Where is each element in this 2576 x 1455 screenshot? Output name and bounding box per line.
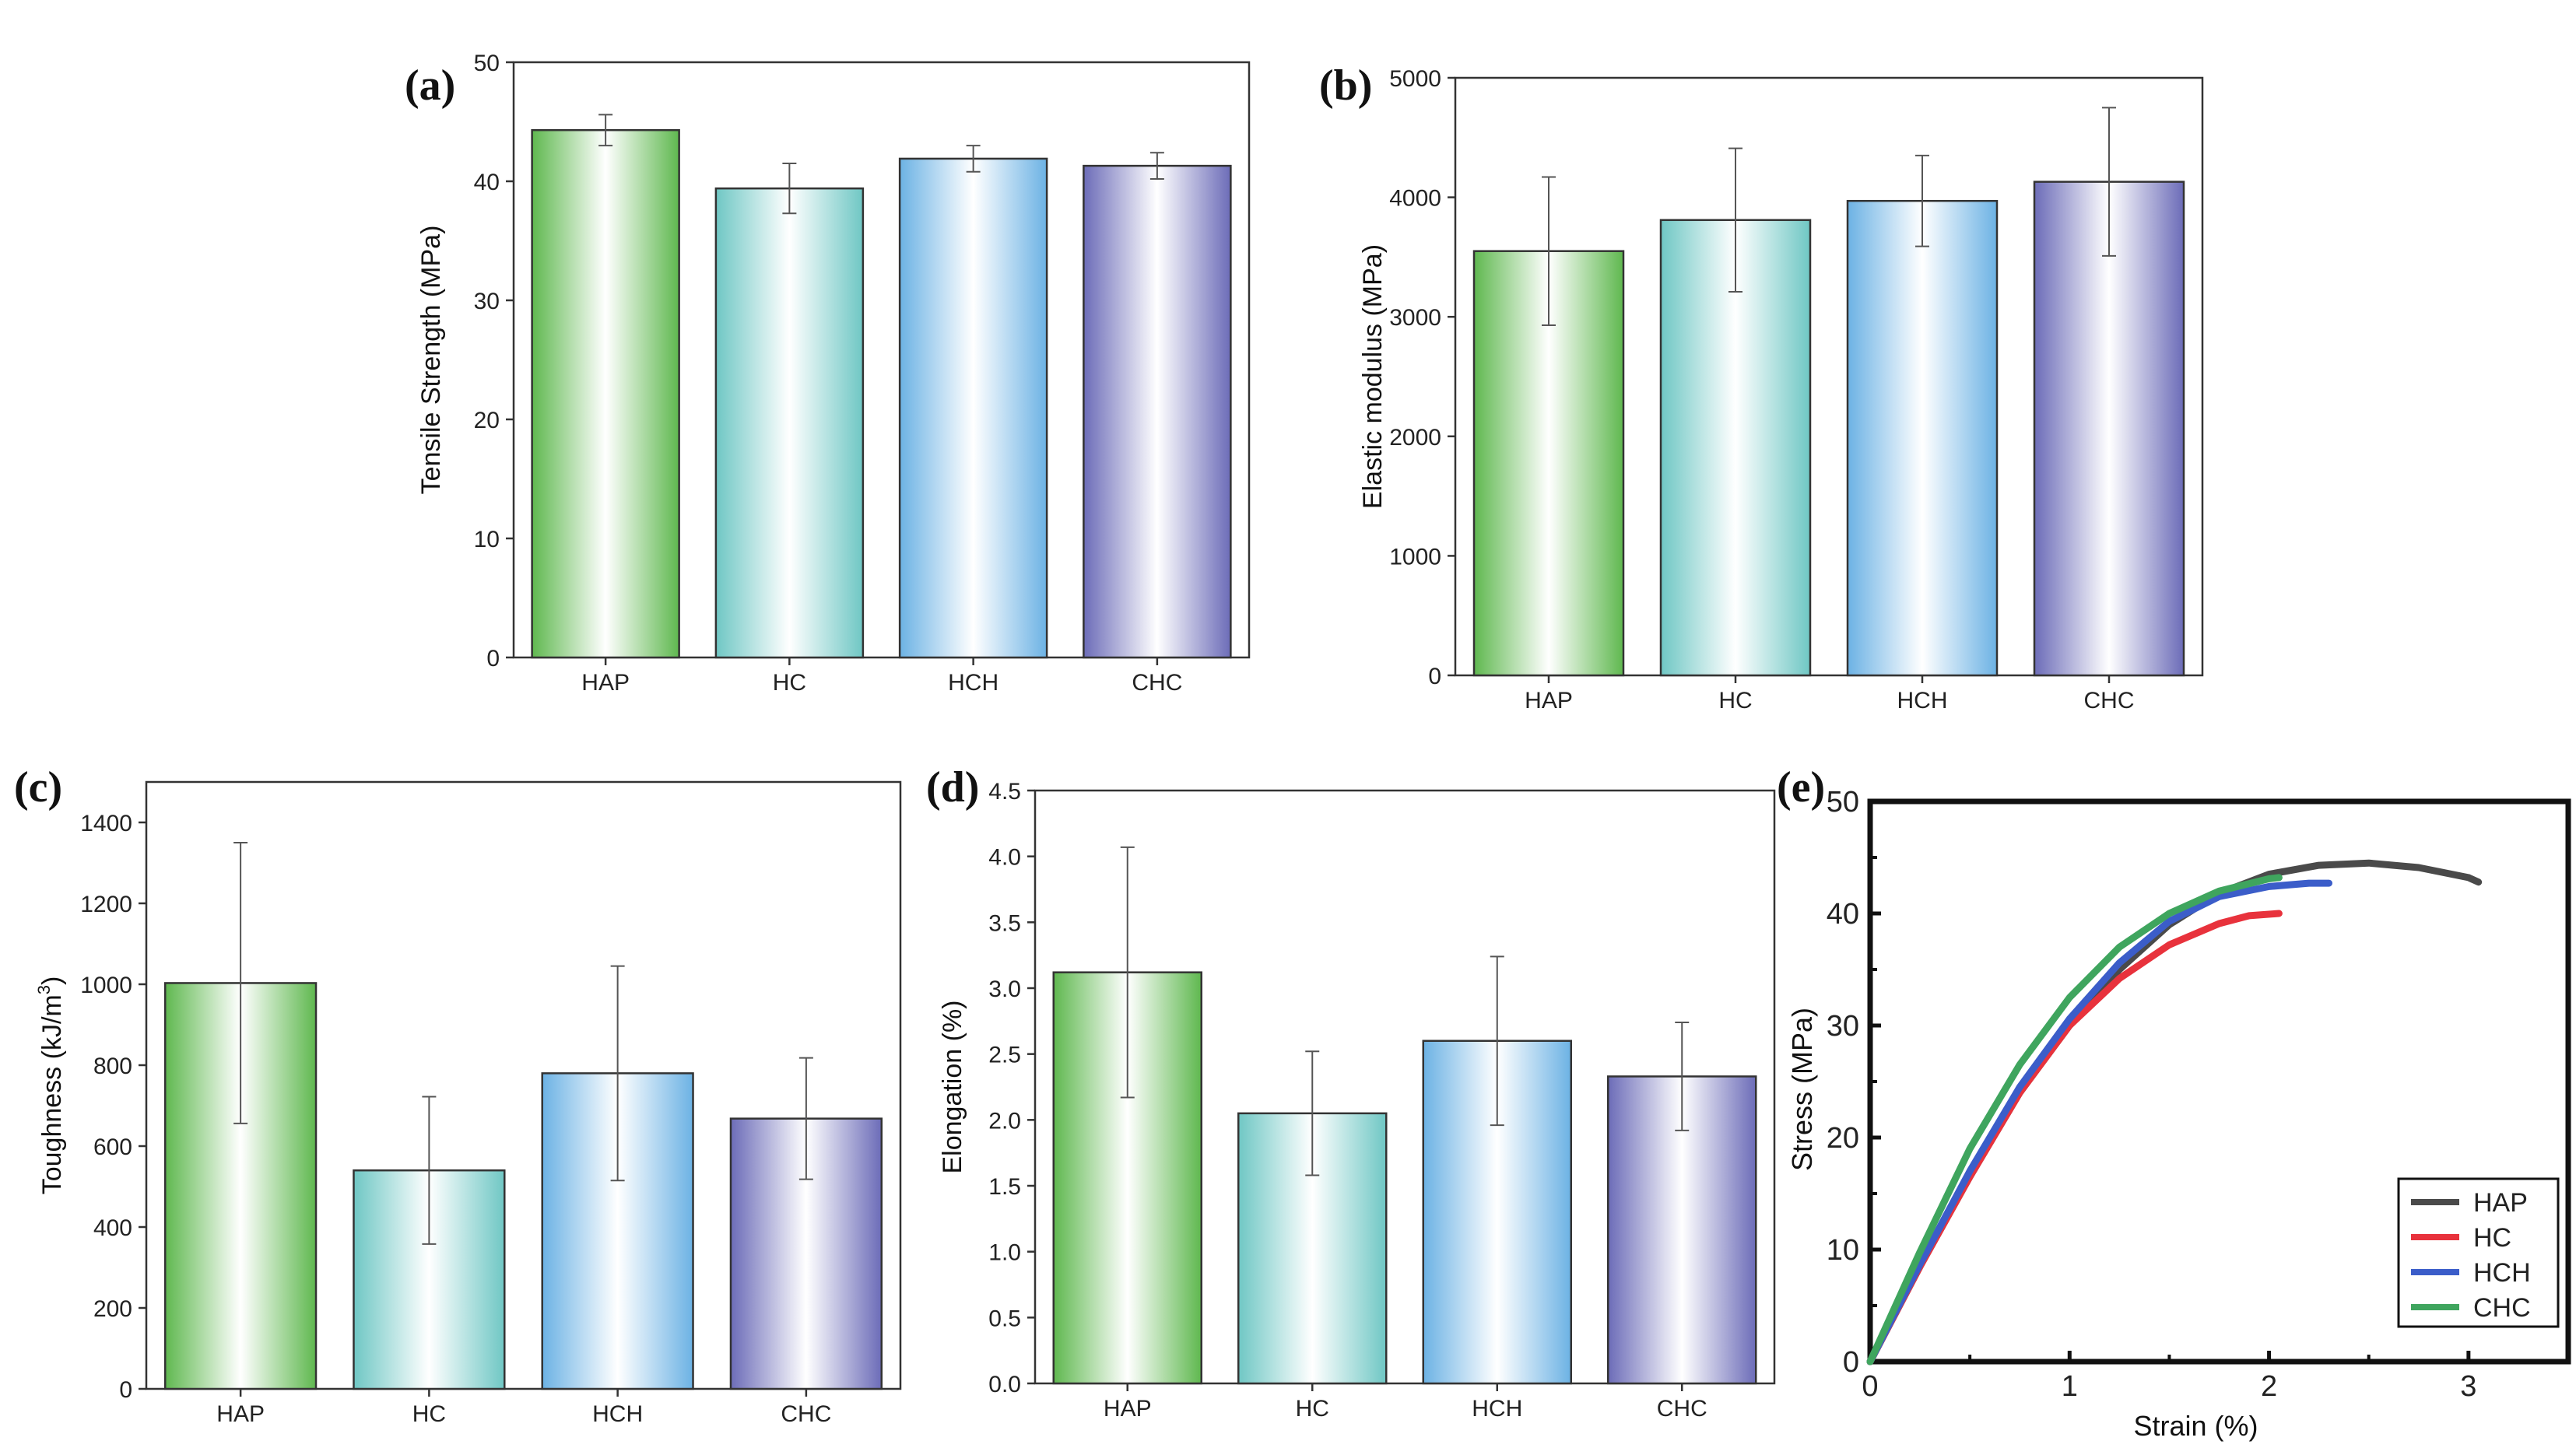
y-tick-label: 4000 bbox=[1389, 186, 1441, 212]
series-line-chc bbox=[1866, 874, 2283, 1366]
y-tick-label: 50 bbox=[474, 51, 500, 76]
bar-hch bbox=[1846, 199, 1999, 677]
x-tick-label-hch: HCH bbox=[1897, 688, 1948, 713]
y-tick-label: 0.5 bbox=[988, 1306, 1021, 1331]
y-axis-title: Toughness (kJ/m3) bbox=[34, 976, 67, 1195]
panel-label-a: (a) bbox=[405, 61, 455, 110]
legend-label-hc: HC bbox=[2473, 1223, 2511, 1253]
y-tick-label: 0 bbox=[486, 646, 500, 671]
x-tick-label: 0 bbox=[1862, 1370, 1878, 1403]
y-tick-label: 800 bbox=[93, 1054, 132, 1079]
x-tick-label-hch: HCH bbox=[948, 670, 998, 696]
x-tick-label-hap: HAP bbox=[1525, 688, 1573, 713]
y-tick-label: 2.0 bbox=[988, 1108, 1021, 1134]
plot-frame bbox=[145, 780, 902, 1390]
x-tick-label-hch: HCH bbox=[1472, 1396, 1522, 1422]
bar-hc bbox=[1659, 219, 1812, 677]
panel-label-c: (c) bbox=[14, 763, 62, 812]
panel-label-d: (d) bbox=[926, 763, 979, 812]
y-tick-label: 1400 bbox=[80, 811, 132, 836]
x-tick-label-chc: CHC bbox=[781, 1401, 831, 1427]
x-tick-label-chc: CHC bbox=[1132, 670, 1182, 696]
y-tick-label: 40 bbox=[1827, 898, 1859, 931]
y-tick-label: 30 bbox=[1827, 1010, 1859, 1043]
x-tick-label-hc: HC bbox=[412, 1401, 446, 1427]
x-axis-title: Strain (%) bbox=[2133, 1410, 2258, 1442]
y-axis-title: Stress (MPa) bbox=[1786, 1008, 1818, 1171]
x-tick-label-hc: HC bbox=[1718, 688, 1752, 713]
y-tick-label: 4.5 bbox=[988, 779, 1021, 805]
bar-hch bbox=[898, 157, 1048, 659]
x-tick-label-hap: HAP bbox=[1104, 1396, 1152, 1422]
x-tick-label-chc: CHC bbox=[1657, 1396, 1707, 1422]
panel-e: (e) 0 10 20 30 40 50 0 1 2 3 Strain (%) Stress (MPa)… bbox=[1777, 763, 2571, 1442]
y-tick-label: 40 bbox=[474, 170, 500, 195]
panel-label-b: (b) bbox=[1319, 61, 1372, 110]
plot-frame bbox=[1034, 789, 1776, 1385]
y-tick-label: 0 bbox=[1843, 1346, 1859, 1379]
y-tick-label: 400 bbox=[93, 1215, 132, 1241]
y-tick-label: 200 bbox=[93, 1296, 132, 1322]
y-tick-label: 3.5 bbox=[988, 910, 1021, 936]
legend-label-hch: HCH bbox=[2473, 1258, 2531, 1288]
y-tick-label: 1000 bbox=[1389, 544, 1441, 570]
x-tick-label: 2 bbox=[2261, 1370, 2277, 1403]
y-tick-label: 0.0 bbox=[988, 1372, 1021, 1397]
x-tick-label-hc: HC bbox=[1296, 1396, 1329, 1422]
y-axis-title: Elongation (%) bbox=[938, 1000, 967, 1173]
y-tick-label: 5000 bbox=[1389, 66, 1441, 92]
plot-frame bbox=[512, 61, 1251, 659]
y-tick-label: 3.0 bbox=[988, 976, 1021, 1002]
panel-label-e: (e) bbox=[1777, 763, 1825, 812]
y-tick-label: 1000 bbox=[80, 973, 132, 998]
y-tick-label: 600 bbox=[93, 1134, 132, 1160]
x-tick-label-hc: HC bbox=[773, 670, 806, 696]
series-line-hch bbox=[1866, 879, 2332, 1366]
y-tick-label: 4.0 bbox=[988, 845, 1021, 871]
y-tick-label: 50 bbox=[1827, 786, 1859, 819]
series-line-hc bbox=[1866, 910, 2283, 1366]
series-line-hap bbox=[1866, 859, 2483, 1366]
x-tick-label-chc: CHC bbox=[2084, 688, 2135, 713]
y-tick-label: 10 bbox=[474, 527, 500, 552]
bar-hap bbox=[531, 128, 680, 659]
legend-label-chc: CHC bbox=[2473, 1293, 2531, 1323]
y-tick-label: 0 bbox=[119, 1377, 132, 1403]
x-tick-label: 3 bbox=[2460, 1370, 2476, 1403]
bar-chc bbox=[2033, 181, 2185, 677]
y-tick-label: 3000 bbox=[1389, 305, 1441, 331]
y-tick-label: 20 bbox=[1827, 1122, 1859, 1155]
y-axis-title: Tensile Strength (MPa) bbox=[416, 226, 446, 495]
y-tick-label: 1200 bbox=[80, 892, 132, 917]
x-tick-label-hch: HCH bbox=[592, 1401, 643, 1427]
y-tick-label: 1.5 bbox=[988, 1174, 1021, 1200]
y-tick-label: 2000 bbox=[1389, 425, 1441, 451]
y-tick-label: 30 bbox=[474, 289, 500, 314]
x-tick-label-hap: HAP bbox=[581, 670, 630, 696]
y-tick-label: 10 bbox=[1827, 1234, 1859, 1267]
x-tick-label: 1 bbox=[2062, 1370, 2078, 1403]
x-tick-label-hap: HAP bbox=[216, 1401, 265, 1427]
bar-chc bbox=[1083, 164, 1232, 659]
plot-frame bbox=[1454, 76, 2204, 677]
y-tick-label: 2.5 bbox=[988, 1043, 1021, 1068]
bar-hc bbox=[714, 187, 865, 659]
y-tick-label: 1.0 bbox=[988, 1240, 1021, 1266]
legend-label-hap: HAP bbox=[2473, 1188, 2528, 1218]
y-axis-title: Elastic modulus (MPa) bbox=[1358, 244, 1388, 509]
y-tick-label: 0 bbox=[1428, 664, 1441, 689]
y-tick-label: 20 bbox=[474, 408, 500, 433]
